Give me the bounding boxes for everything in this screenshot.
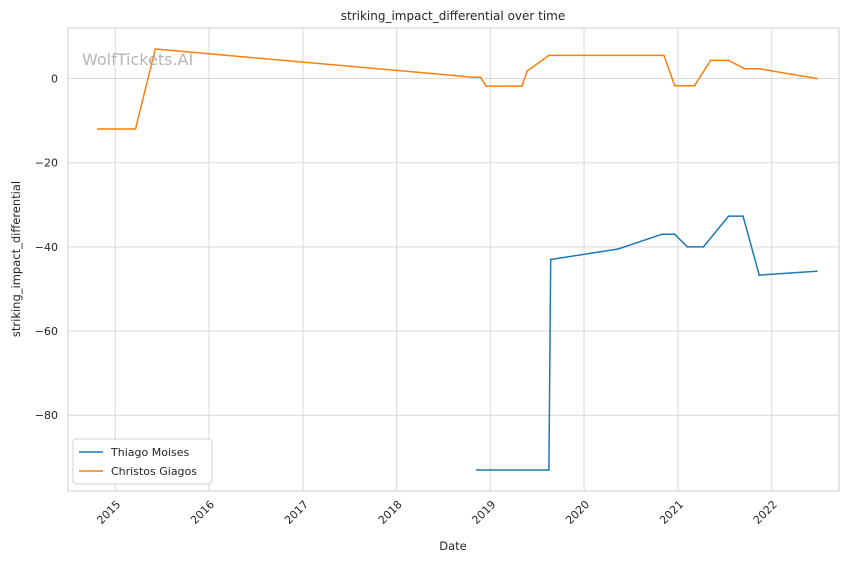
y-tick-label-neg60: −60 bbox=[35, 325, 58, 338]
x-tick-label-2018: 2018 bbox=[376, 498, 405, 527]
y-axis-label: striking_impact_differential bbox=[9, 181, 23, 337]
x-tick-label-2021: 2021 bbox=[657, 498, 686, 527]
grid bbox=[68, 28, 839, 491]
series-thiago-moises bbox=[476, 215, 818, 471]
data-point-christos-giagos-10 bbox=[673, 84, 676, 87]
y-tick-label-neg40: −40 bbox=[35, 241, 58, 254]
data-point-thiago-moises-9 bbox=[742, 215, 744, 218]
data-point-christos-giagos-15 bbox=[758, 67, 761, 70]
y-tick-label-neg20: −20 bbox=[35, 157, 58, 170]
data-point-thiago-moises-6 bbox=[686, 246, 689, 248]
data-point-christos-giagos-13 bbox=[727, 59, 730, 62]
x-tick-label-2020: 2020 bbox=[563, 498, 592, 527]
y-tick-labels: 0 −20 −40 −60 −80 bbox=[35, 73, 58, 423]
data-point-christos-giagos-8 bbox=[548, 54, 550, 57]
data-point-christos-giagos-11 bbox=[693, 84, 696, 87]
legend: Thiago Moises Christos Giagos bbox=[72, 438, 213, 485]
x-tick-label-2019: 2019 bbox=[469, 498, 498, 527]
data-point-christos-giagos-0 bbox=[96, 128, 99, 130]
data-point-thiago-moises-7 bbox=[702, 246, 705, 248]
data-point-christos-giagos-5 bbox=[485, 85, 487, 87]
data-point-christos-giagos-16 bbox=[815, 77, 818, 80]
chart-title: striking_impact_differential over time bbox=[341, 9, 566, 23]
data-point-thiago-moises-11 bbox=[815, 270, 818, 273]
data-point-christos-giagos-12 bbox=[709, 59, 712, 62]
watermark: WolfTickets.AI bbox=[82, 50, 193, 69]
data-point-christos-giagos-3 bbox=[472, 76, 475, 79]
data-point-thiago-moises-2 bbox=[549, 258, 552, 261]
legend-box bbox=[72, 438, 213, 485]
x-tick-label-2017: 2017 bbox=[282, 498, 311, 527]
y-tick-label-neg80: −80 bbox=[35, 409, 58, 422]
data-point-christos-giagos-1 bbox=[134, 128, 137, 130]
series-christos-giagos bbox=[96, 48, 818, 130]
data-point-thiago-moises-3 bbox=[617, 248, 620, 250]
data-point-thiago-moises-0 bbox=[476, 469, 478, 471]
x-tick-label-2022: 2022 bbox=[751, 498, 780, 527]
x-tick-label-2015: 2015 bbox=[94, 498, 123, 527]
series-layer bbox=[96, 48, 818, 471]
data-point-christos-giagos-2 bbox=[154, 48, 157, 50]
legend-label-christos-giagos: Christos Giagos bbox=[111, 465, 197, 478]
data-point-christos-giagos-4 bbox=[479, 76, 482, 79]
data-point-thiago-moises-4 bbox=[661, 233, 663, 236]
data-point-christos-giagos-6 bbox=[521, 85, 523, 87]
data-point-thiago-moises-1 bbox=[548, 469, 550, 471]
legend-label-thiago-moises: Thiago Moises bbox=[110, 446, 189, 459]
x-axis-label: Date bbox=[439, 539, 467, 553]
data-point-christos-giagos-14 bbox=[743, 67, 746, 70]
data-point-thiago-moises-8 bbox=[727, 215, 730, 218]
data-point-thiago-moises-10 bbox=[758, 274, 761, 276]
x-tick-labels: 2015 2016 2017 2018 2019 2020 2021 2022 bbox=[94, 498, 779, 527]
data-point-christos-giagos-7 bbox=[526, 70, 529, 72]
plot-area bbox=[67, 27, 840, 492]
data-point-thiago-moises-5 bbox=[673, 233, 676, 236]
series-line-thiago-moises bbox=[477, 215, 817, 471]
x-tick-label-2016: 2016 bbox=[188, 498, 217, 527]
data-point-christos-giagos-9 bbox=[663, 54, 665, 57]
y-tick-label-0: 0 bbox=[51, 73, 58, 86]
